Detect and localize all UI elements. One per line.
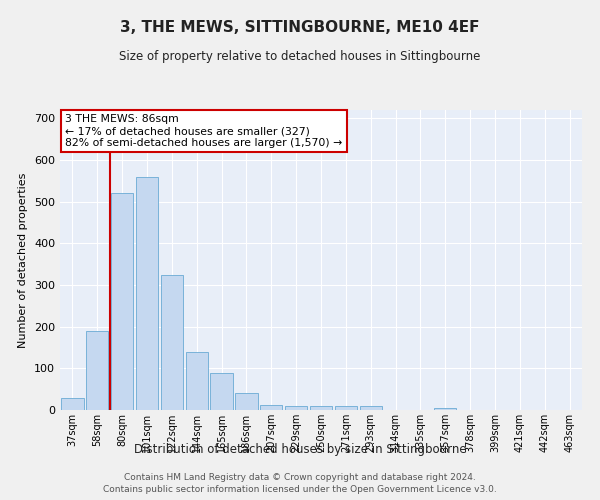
- Bar: [235, 394, 257, 410]
- Bar: [61, 398, 83, 410]
- Text: 3 THE MEWS: 86sqm
← 17% of detached houses are smaller (327)
82% of semi-detache: 3 THE MEWS: 86sqm ← 17% of detached hous…: [65, 114, 343, 148]
- Text: Distribution of detached houses by size in Sittingbourne: Distribution of detached houses by size …: [134, 442, 466, 456]
- Bar: [310, 406, 332, 410]
- Text: 3, THE MEWS, SITTINGBOURNE, ME10 4EF: 3, THE MEWS, SITTINGBOURNE, ME10 4EF: [120, 20, 480, 35]
- Bar: [86, 331, 109, 410]
- Bar: [111, 194, 133, 410]
- Bar: [211, 374, 233, 410]
- Bar: [260, 404, 283, 410]
- Text: Size of property relative to detached houses in Sittingbourne: Size of property relative to detached ho…: [119, 50, 481, 63]
- Text: Contains HM Land Registry data © Crown copyright and database right 2024.: Contains HM Land Registry data © Crown c…: [124, 472, 476, 482]
- Bar: [161, 274, 183, 410]
- Bar: [335, 406, 357, 410]
- Y-axis label: Number of detached properties: Number of detached properties: [19, 172, 28, 348]
- Bar: [285, 406, 307, 410]
- Bar: [359, 406, 382, 410]
- Bar: [434, 408, 457, 410]
- Bar: [136, 176, 158, 410]
- Bar: [185, 352, 208, 410]
- Text: Contains public sector information licensed under the Open Government Licence v3: Contains public sector information licen…: [103, 485, 497, 494]
